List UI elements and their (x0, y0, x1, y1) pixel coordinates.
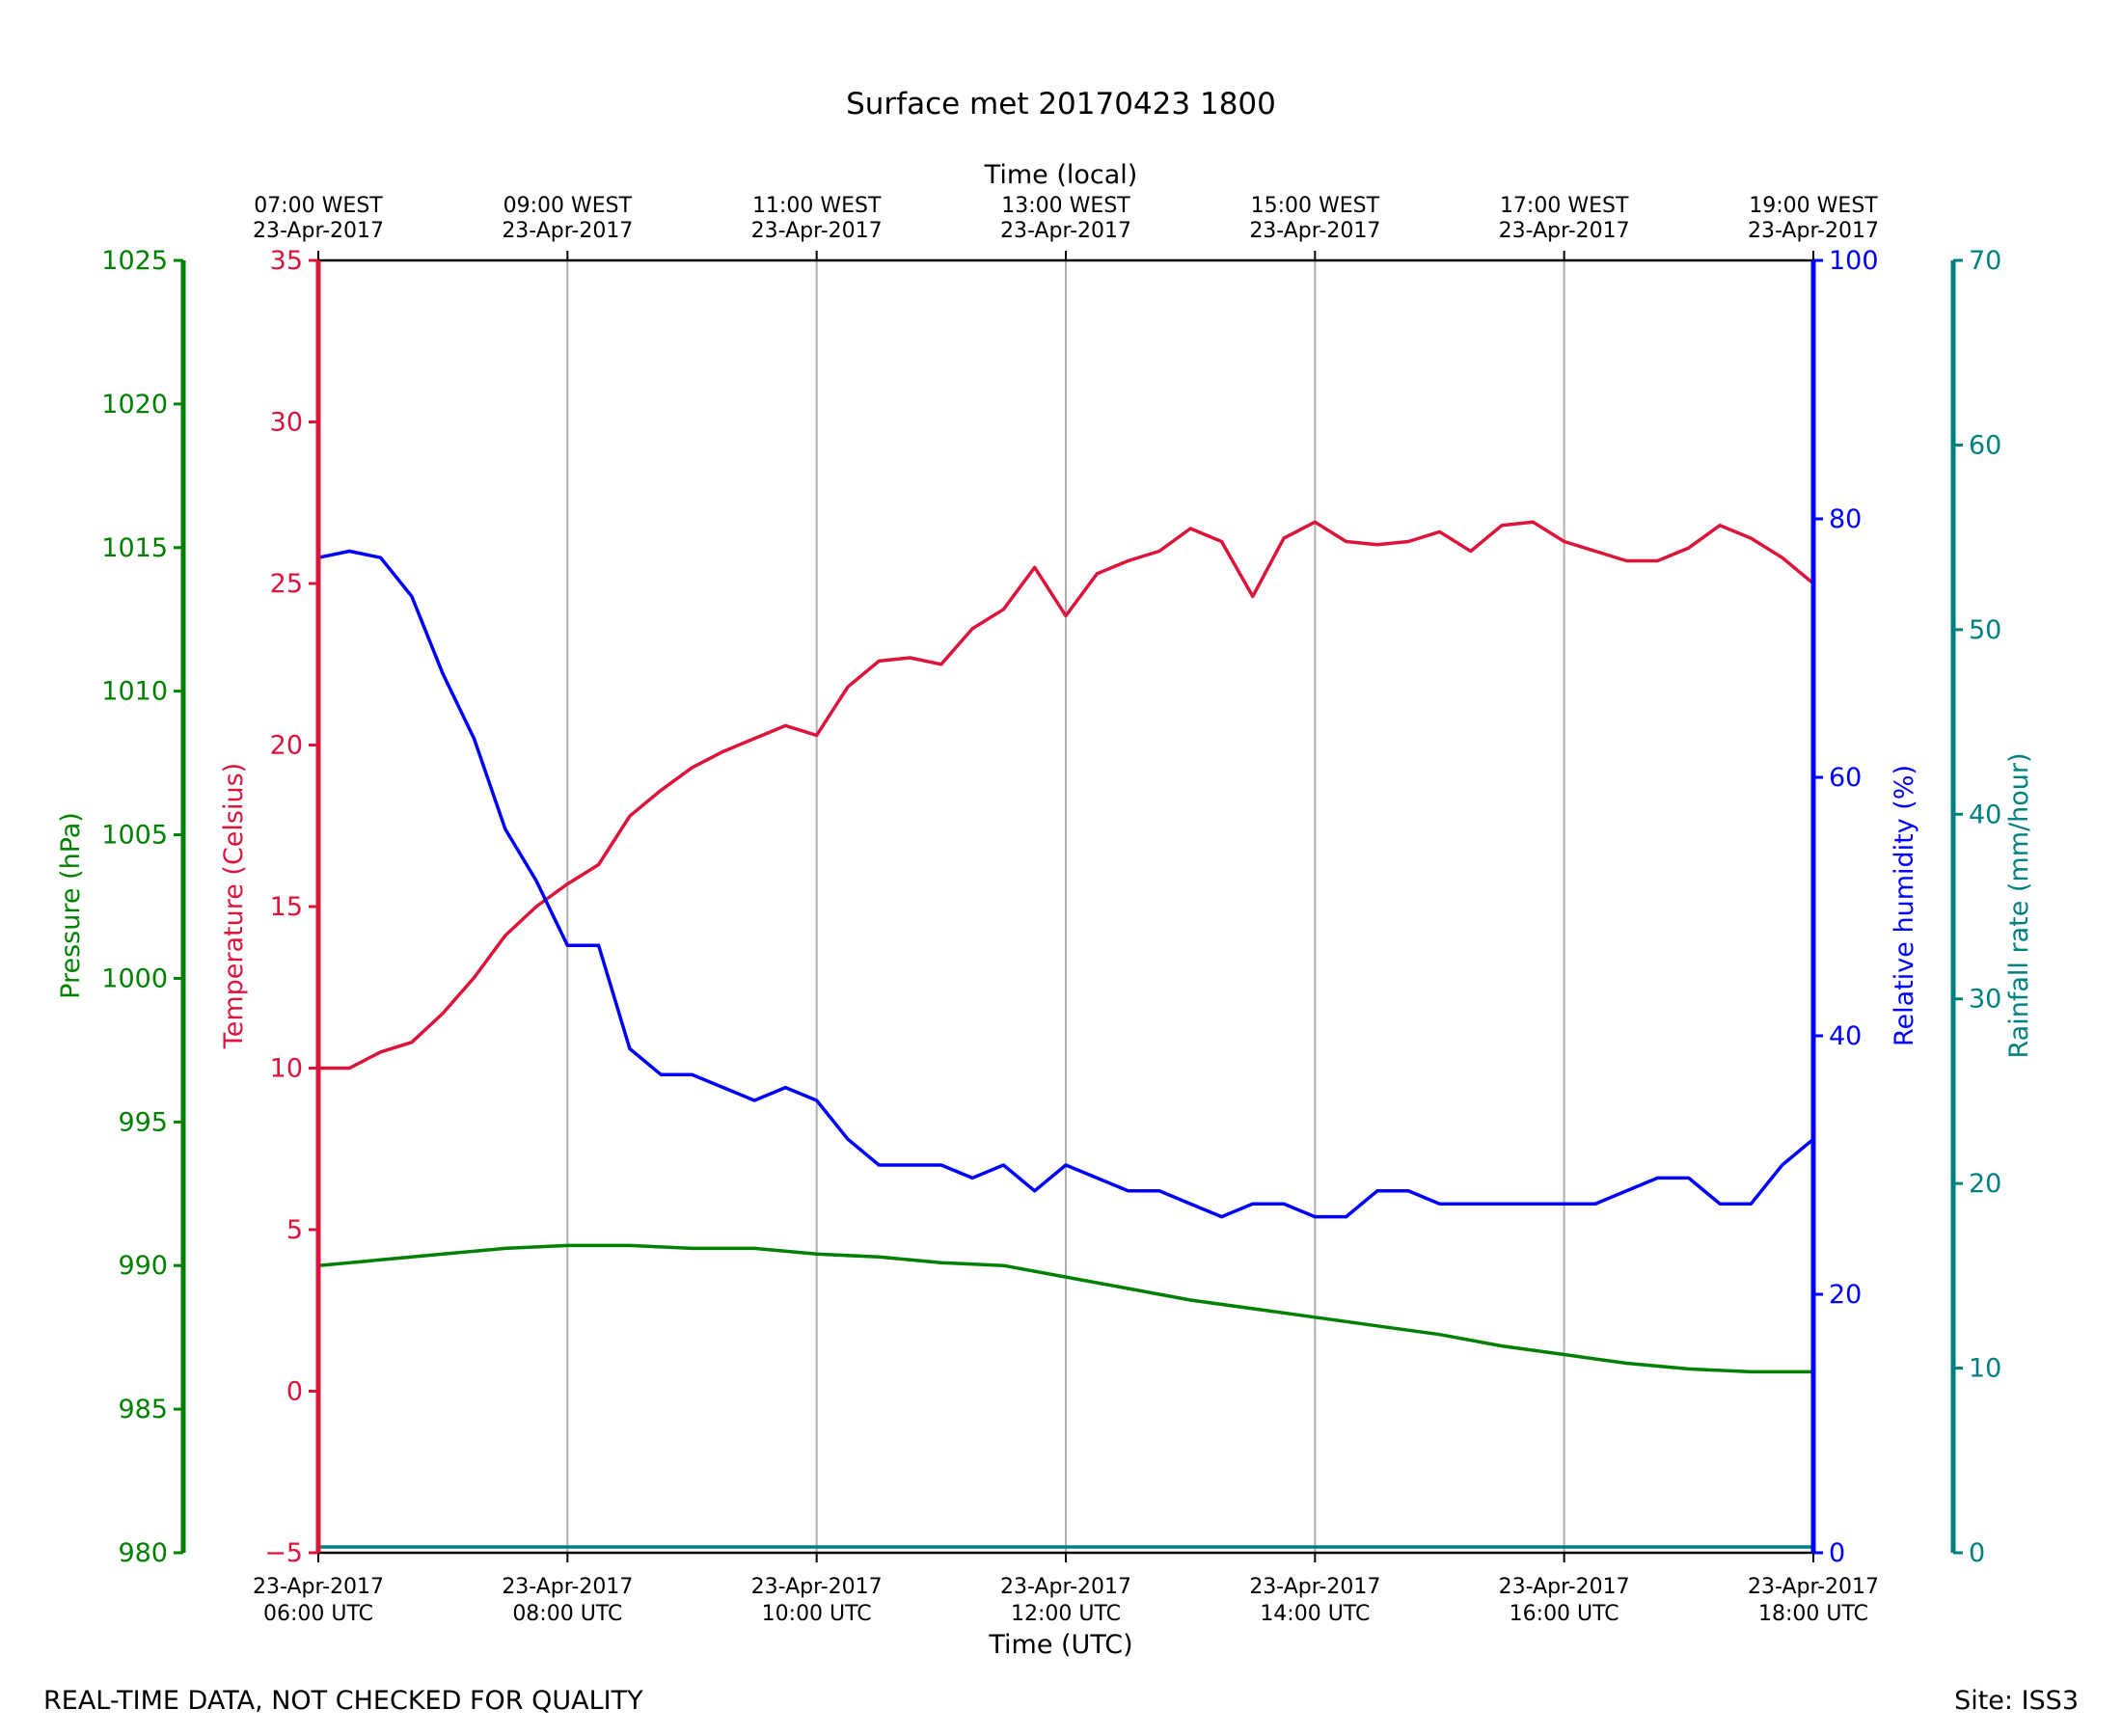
x-tick-label-utc: 18:00 UTC (1758, 1602, 1868, 1626)
top-x-axis-label: Time (local) (984, 160, 1138, 190)
pressure-tick-label: 1000 (101, 963, 168, 993)
x-top-tick-label-local: 15:00 WEST (1251, 194, 1380, 218)
x-top-tick-label-date: 23-Apr-2017 (1748, 219, 1879, 243)
temperature-tick-label: 10 (270, 1054, 303, 1084)
x-top-tick-label-local: 11:00 WEST (752, 194, 882, 218)
temperature-axis-label: Temperature (Celsius) (219, 763, 249, 1049)
x-tick-label-date: 23-Apr-2017 (253, 1575, 384, 1599)
x-top-tick-label-local: 13:00 WEST (1001, 194, 1130, 218)
grid-lines (566, 260, 1565, 1553)
x-tick-label-utc: 08:00 UTC (512, 1602, 622, 1626)
pressure-tick-label: 1010 (101, 677, 168, 707)
pressure-tick-label: 1020 (101, 390, 168, 420)
humidity-tick-label: 0 (1829, 1538, 1845, 1568)
x-top-tick-label-local: 19:00 WEST (1749, 194, 1878, 218)
temperature-tick-label: 0 (286, 1377, 303, 1407)
rainfall-tick-label: 50 (1969, 615, 2001, 645)
x-tick-label-utc: 12:00 UTC (1011, 1602, 1121, 1626)
temperature-tick-label: 15 (270, 892, 303, 922)
rainfall-tick-label: 40 (1969, 800, 2001, 829)
temperature-tick-label: 5 (286, 1215, 303, 1245)
humidity-tick-label: 60 (1829, 763, 1862, 793)
rainfall-axis-label: Rainfall rate (mm/hour) (2004, 753, 2034, 1059)
site-label: Site: ISS3 (1954, 1686, 2079, 1716)
humidity-series-line (317, 549, 1815, 1219)
x-tick-label-date: 23-Apr-2017 (1499, 1575, 1630, 1599)
rainfall-tick-label: 20 (1969, 1169, 2001, 1199)
x-tick-label-date: 23-Apr-2017 (1249, 1575, 1380, 1599)
rainfall-tick-label: 70 (1969, 246, 2001, 276)
humidity-axis-label: Relative humidity (%) (1890, 765, 1919, 1046)
pressure-tick-label: 985 (118, 1395, 168, 1424)
x-tick-label-date: 23-Apr-2017 (502, 1575, 633, 1599)
pressure-tick-label: 980 (118, 1538, 168, 1568)
x-top-tick-label-date: 23-Apr-2017 (751, 219, 883, 243)
pressure-tick-label: 1015 (101, 533, 168, 563)
x-top-tick-label-local: 07:00 WEST (254, 194, 383, 218)
temperature-tick-label: −5 (264, 1538, 303, 1568)
temperature-tick-label: 35 (270, 246, 303, 276)
rainfall-tick-label: 10 (1969, 1354, 2001, 1384)
x-tick-label-utc: 14:00 UTC (1260, 1602, 1370, 1626)
temperature-series-line (318, 520, 1815, 1071)
x-tick-label-date: 23-Apr-2017 (1000, 1575, 1131, 1599)
rainfall-tick-label: 30 (1969, 985, 2001, 1015)
x-tick-label-date: 23-Apr-2017 (1748, 1575, 1879, 1599)
x-tick-label-utc: 10:00 UTC (762, 1602, 872, 1626)
x-top-tick-label-date: 23-Apr-2017 (253, 219, 384, 243)
pressure-series-line (317, 1243, 1813, 1374)
pressure-tick-label: 1025 (101, 246, 168, 276)
x-top-tick-label-local: 09:00 WEST (503, 194, 633, 218)
chart-title: Surface met 20170423 1800 (846, 87, 1276, 122)
pressure-axis-label: Pressure (hPa) (56, 812, 86, 999)
series-lines (317, 520, 1815, 1549)
x-top-tick-label-local: 17:00 WEST (1500, 194, 1629, 218)
bottom-x-axis-label: Time (UTC) (988, 1630, 1132, 1660)
rainfall-tick-label: 0 (1969, 1538, 1985, 1568)
temperature-tick-label: 30 (270, 408, 303, 438)
x-tick-label-utc: 16:00 UTC (1510, 1602, 1619, 1626)
temperature-tick-label: 25 (270, 569, 303, 599)
pressure-tick-label: 1005 (101, 821, 168, 851)
x-top-tick-label-date: 23-Apr-2017 (1000, 219, 1131, 243)
humidity-tick-label: 100 (1829, 246, 1879, 276)
temperature-tick-label: 20 (270, 731, 303, 761)
x-tick-label-utc: 06:00 UTC (263, 1602, 373, 1626)
quality-disclaimer: REAL-TIME DATA, NOT CHECKED FOR QUALITY (43, 1686, 643, 1716)
x-top-tick-label-date: 23-Apr-2017 (1499, 219, 1630, 243)
rainfall-tick-label: 60 (1969, 430, 2001, 460)
x-top-tick-label-date: 23-Apr-2017 (502, 219, 633, 243)
pressure-tick-label: 995 (118, 1107, 168, 1137)
x-top-tick-label-date: 23-Apr-2017 (1249, 219, 1380, 243)
humidity-tick-label: 20 (1829, 1280, 1862, 1310)
humidity-tick-label: 80 (1829, 504, 1862, 534)
humidity-tick-label: 40 (1829, 1021, 1862, 1051)
pressure-tick-label: 990 (118, 1251, 168, 1281)
x-tick-label-date: 23-Apr-2017 (751, 1575, 883, 1599)
